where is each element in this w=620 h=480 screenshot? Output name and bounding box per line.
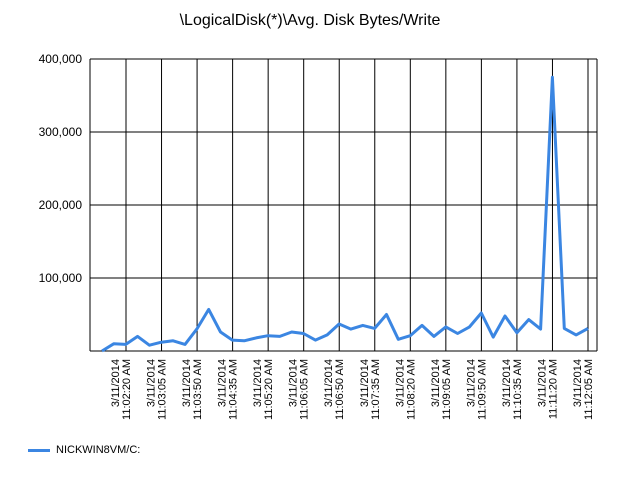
x-tick-label: 3/11/201411:03:50 AM xyxy=(181,359,204,420)
x-tick-label: 3/11/201411:11:20 AM xyxy=(536,359,559,419)
grid-lines xyxy=(90,58,597,351)
legend: NICKWIN8VM/C: xyxy=(28,444,140,456)
y-tick-label: 300,000 xyxy=(39,125,83,139)
x-tick-label: 3/11/201411:09:05 AM xyxy=(430,359,453,420)
x-tick-label: 3/11/201411:05:20 AM xyxy=(252,359,275,420)
axes xyxy=(89,59,598,352)
x-axis-ticks: 3/11/201411:02:20 AM 3/11/201411:03:05 AM… xyxy=(110,359,595,420)
x-tick-label: 3/11/201411:07:35 AM xyxy=(359,359,382,420)
legend-swatch xyxy=(28,448,50,452)
y-axis-ticks: 400,000 300,000 200,000 100,000 xyxy=(39,52,83,285)
legend-label: NICKWIN8VM/C: xyxy=(56,444,141,456)
chart-title: \LogicalDisk(*)\Avg. Disk Bytes/Write xyxy=(179,12,441,29)
y-tick-label: 100,000 xyxy=(39,271,83,285)
x-tick-label: 3/11/201411:04:35 AM xyxy=(217,359,240,420)
x-tick-label: 3/11/201411:09:50 AM xyxy=(465,359,488,420)
x-tick-label: 3/11/201411:03:05 AM xyxy=(146,359,169,420)
x-tick-label: 3/11/201411:02:20 AM xyxy=(110,359,133,420)
x-tick-label: 3/11/201411:08:20 AM xyxy=(394,359,417,420)
series-lines xyxy=(101,75,589,353)
x-tick-label: 3/11/201411:10:35 AM xyxy=(501,359,524,420)
x-tick-label: 3/11/201411:06:50 AM xyxy=(323,359,346,420)
x-tick-label: 3/11/201411:06:05 AM xyxy=(288,359,311,420)
y-tick-label: 200,000 xyxy=(39,198,83,212)
x-tick-label: 3/11/201411:12:05 AM xyxy=(572,359,595,420)
y-tick-label: 400,000 xyxy=(39,52,83,66)
series-line xyxy=(101,75,589,353)
